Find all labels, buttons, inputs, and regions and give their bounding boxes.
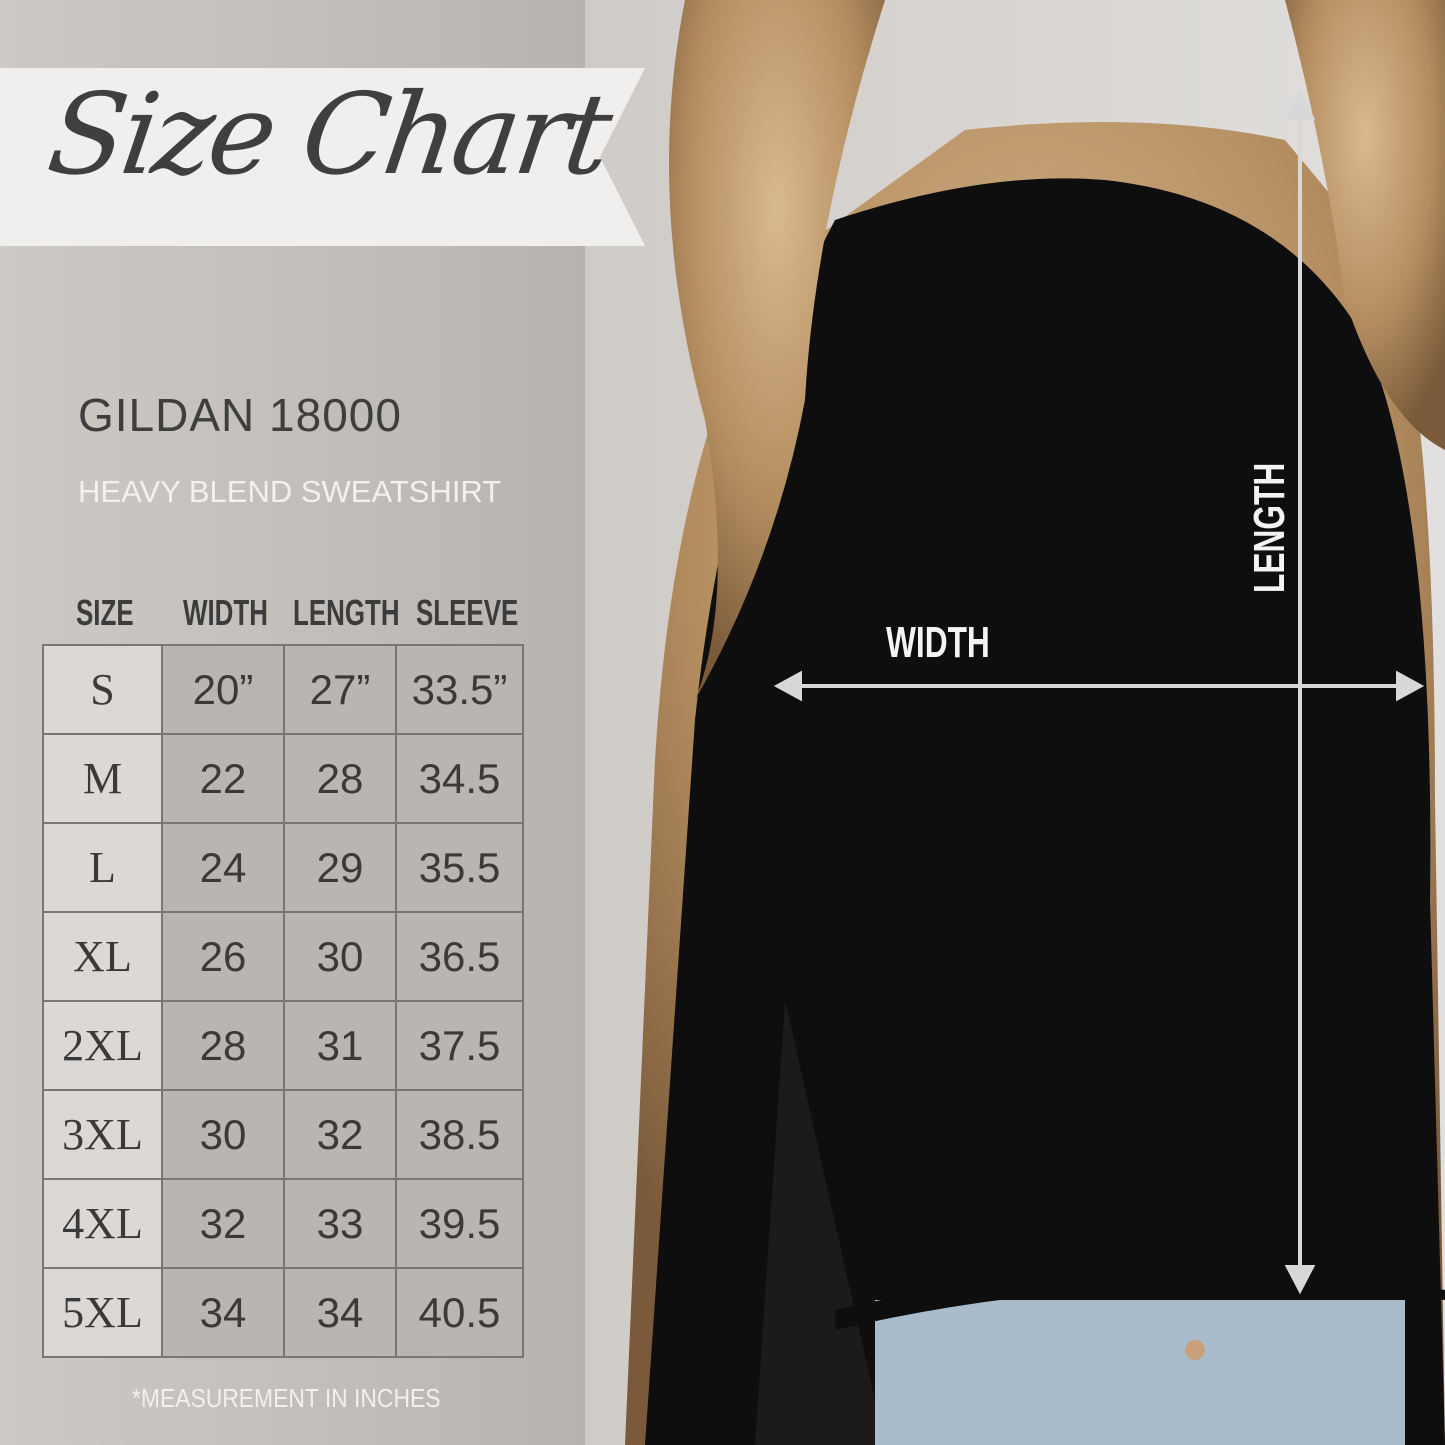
length-cell: 33 (283, 1178, 397, 1269)
length-arrow-bottom-icon (1284, 1265, 1316, 1295)
width-cell: 26 (161, 911, 285, 1002)
sleeve-cell: 35.5 (395, 822, 524, 913)
table-row: L 24 29 35.5 (42, 822, 524, 913)
length-cell: 32 (283, 1089, 397, 1180)
header-sleeve: SLEEVE (416, 592, 519, 633)
size-cell: 5XL (42, 1267, 163, 1358)
table-row: 5XL 34 34 40.5 (42, 1267, 524, 1358)
size-table: S 20” 27” 33.5” M 22 28 34.5 L 24 29 35.5 XL 26 30 36.5… (42, 644, 524, 1358)
width-cell: 32 (161, 1178, 285, 1269)
size-cell: L (42, 822, 163, 913)
width-cell: 30 (161, 1089, 285, 1180)
size-cell: XL (42, 911, 163, 1002)
length-cell: 29 (283, 822, 397, 913)
width-label: WIDTH (886, 618, 990, 667)
length-cell: 30 (283, 911, 397, 1002)
title-banner (0, 68, 645, 246)
header-length: LENGTH (293, 592, 400, 633)
header-size: SIZE (76, 592, 134, 633)
sleeve-cell: 39.5 (395, 1178, 524, 1269)
sleeve-cell: 34.5 (395, 733, 524, 824)
header-width: WIDTH (183, 592, 268, 633)
table-row: M 22 28 34.5 (42, 733, 524, 824)
width-cell: 24 (161, 822, 285, 913)
size-cell: 4XL (42, 1178, 163, 1269)
width-arrow-right-icon (1396, 670, 1425, 702)
length-cell: 27” (283, 644, 397, 735)
width-cell: 28 (161, 1000, 285, 1091)
length-cell: 28 (283, 733, 397, 824)
size-cell: 3XL (42, 1089, 163, 1180)
table-row: 3XL 30 32 38.5 (42, 1089, 524, 1180)
width-arrow-left-icon (773, 670, 802, 702)
length-cell: 31 (283, 1000, 397, 1091)
width-cell: 22 (161, 733, 285, 824)
table-row: S 20” 27” 33.5” (42, 644, 524, 735)
length-label: LENGTH (1245, 462, 1294, 593)
size-cell: S (42, 644, 163, 735)
table-row: XL 26 30 36.5 (42, 911, 524, 1002)
width-cell: 20” (161, 644, 285, 735)
length-cell: 34 (283, 1267, 397, 1358)
sleeve-cell: 37.5 (395, 1000, 524, 1091)
sleeve-cell: 38.5 (395, 1089, 524, 1180)
sleeve-cell: 33.5” (395, 644, 524, 735)
size-cell: 2XL (42, 1000, 163, 1091)
table-row: 4XL 32 33 39.5 (42, 1178, 524, 1269)
footnote: *MEASUREMENT IN INCHES (132, 1383, 441, 1413)
width-cell: 34 (161, 1267, 285, 1358)
product-model: GILDAN 18000 (78, 389, 402, 441)
table-row: 2XL 28 31 37.5 (42, 1000, 524, 1091)
product-description: HEAVY BLEND SWEATSHIRT (78, 474, 502, 509)
size-cell: M (42, 733, 163, 824)
sleeve-cell: 40.5 (395, 1267, 524, 1358)
sleeve-cell: 36.5 (395, 911, 524, 1002)
length-arrow-top-icon (1284, 90, 1316, 120)
